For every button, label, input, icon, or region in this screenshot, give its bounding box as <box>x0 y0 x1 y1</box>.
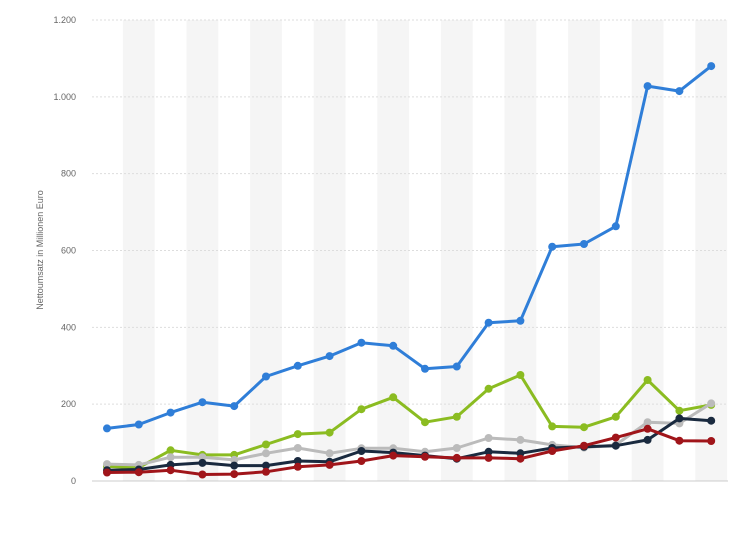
data-point <box>516 371 525 379</box>
data-point <box>293 444 302 452</box>
data-point <box>548 447 557 455</box>
data-point <box>707 62 716 71</box>
data-point <box>580 441 588 450</box>
data-point <box>580 240 588 248</box>
data-point <box>707 399 716 408</box>
data-point <box>484 384 493 393</box>
data-point <box>134 420 143 429</box>
data-point <box>516 454 525 463</box>
y-axis-label: Nettoumsatz in Millionen Euro <box>35 190 45 310</box>
data-point <box>262 372 270 381</box>
data-point <box>325 460 334 469</box>
data-point <box>325 449 334 458</box>
data-point <box>198 398 207 407</box>
data-point <box>198 453 207 462</box>
data-point <box>643 376 652 384</box>
data-point <box>103 424 111 433</box>
data-point <box>389 341 398 350</box>
y-tick-label: 400 <box>61 322 76 332</box>
data-point <box>643 435 652 444</box>
data-point <box>643 424 652 433</box>
data-point <box>166 408 175 417</box>
series-line <box>105 373 713 470</box>
data-point <box>103 468 111 477</box>
data-point <box>325 428 334 437</box>
data-point <box>166 453 175 462</box>
data-point <box>548 422 557 431</box>
data-point <box>643 82 652 91</box>
data-point <box>357 338 366 347</box>
data-point <box>230 461 239 470</box>
data-point <box>675 436 684 445</box>
data-point <box>484 447 493 456</box>
data-point <box>293 430 302 439</box>
data-point <box>293 462 302 471</box>
data-point <box>389 393 398 402</box>
data-point <box>516 316 525 325</box>
data-point <box>357 447 366 455</box>
y-tick-label: 0 <box>71 476 76 486</box>
data-point <box>166 466 175 475</box>
data-point <box>611 412 620 421</box>
series-5 <box>103 424 716 479</box>
data-point <box>516 435 525 444</box>
data-point <box>134 468 143 477</box>
series-line <box>105 64 713 430</box>
y-tick-label: 800 <box>61 169 76 179</box>
data-point <box>452 444 461 452</box>
data-point <box>611 222 620 231</box>
data-point <box>230 402 239 411</box>
data-point <box>293 361 302 370</box>
y-axis-ticks: 0 200 400 600 800 1.000 1.200 <box>53 15 76 486</box>
data-point <box>262 449 270 458</box>
data-point <box>611 441 620 450</box>
data-point <box>198 458 207 467</box>
data-point <box>580 423 588 432</box>
y-tick-label: 1.200 <box>53 15 76 25</box>
data-point <box>198 470 207 479</box>
data-point <box>230 455 239 464</box>
data-point <box>293 457 302 465</box>
data-point <box>262 461 270 470</box>
data-point <box>262 467 270 476</box>
data-point <box>484 434 493 442</box>
data-point <box>675 87 684 96</box>
data-point <box>421 418 429 427</box>
y-tick-label: 600 <box>61 246 76 256</box>
y-tick-label: 1.000 <box>53 92 76 102</box>
data-point <box>357 457 366 465</box>
data-point <box>484 453 493 462</box>
data-point <box>452 362 461 371</box>
data-point <box>262 440 270 449</box>
data-point <box>707 437 716 445</box>
data-point <box>643 418 652 427</box>
data-point <box>325 352 334 361</box>
data-point <box>548 242 557 251</box>
data-point <box>166 446 175 455</box>
data-point <box>484 318 493 327</box>
data-point <box>421 452 429 461</box>
data-point <box>675 406 684 415</box>
data-point <box>357 405 366 414</box>
series-line <box>105 416 713 472</box>
series-lines <box>103 62 716 479</box>
series-line <box>105 427 713 476</box>
data-point <box>707 416 716 425</box>
series-1 <box>103 62 716 433</box>
y-tick-label: 200 <box>61 399 76 409</box>
data-point <box>103 460 111 469</box>
data-point <box>230 470 239 479</box>
data-point <box>421 364 429 373</box>
data-point <box>389 451 398 460</box>
data-point <box>611 433 620 442</box>
data-point <box>675 414 684 423</box>
data-point <box>452 453 461 462</box>
data-point <box>452 412 461 421</box>
